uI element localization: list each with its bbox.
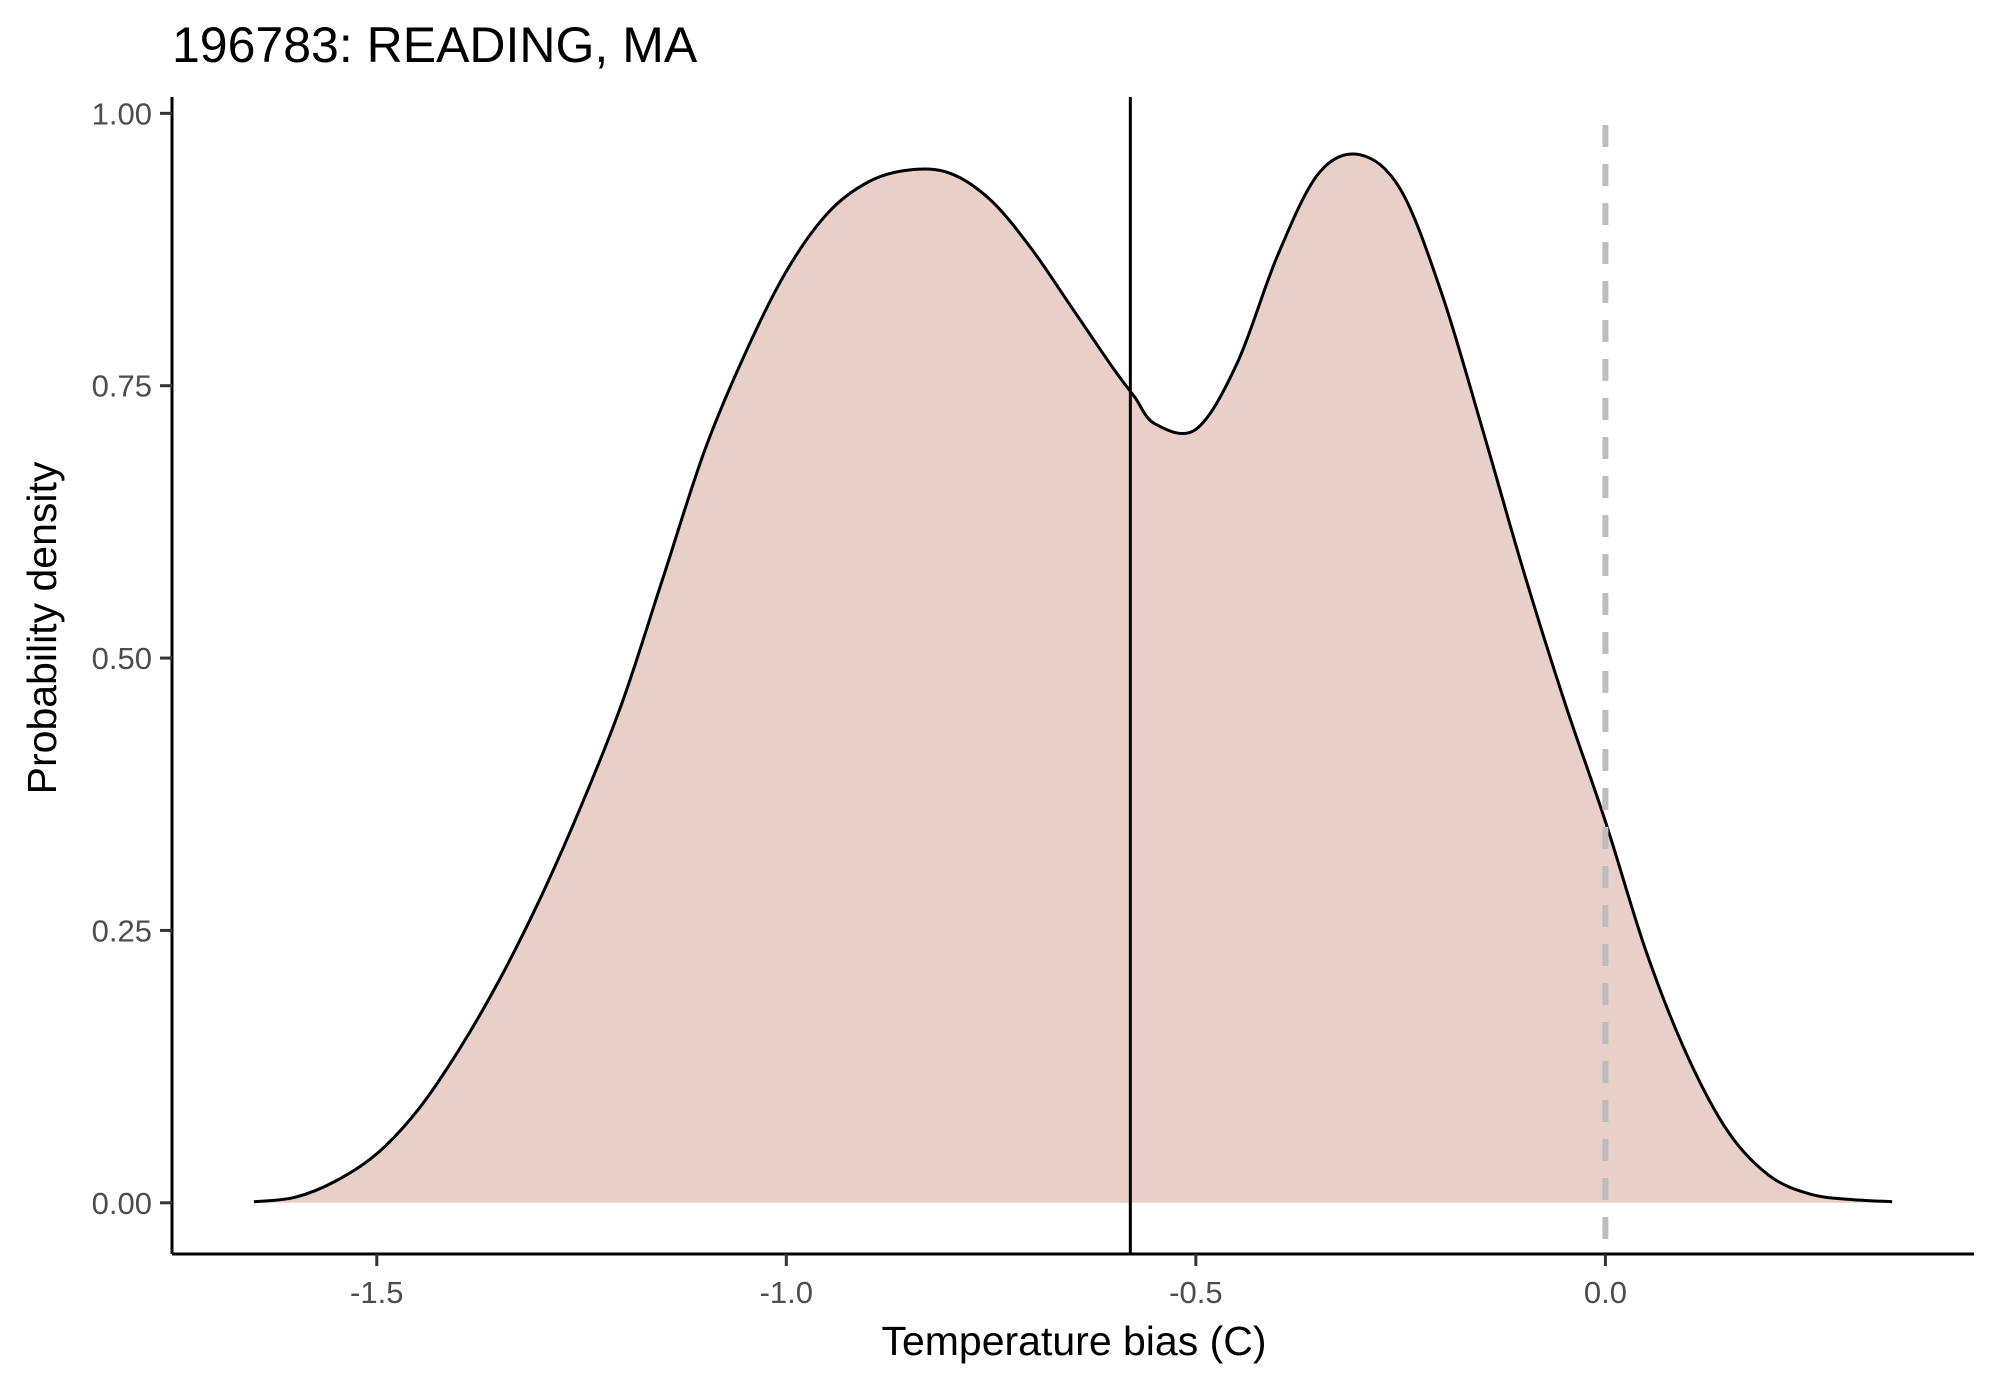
x-axis-label: Temperature bias (C) [881,1318,1266,1364]
x-tick-label: 0.0 [1584,1275,1627,1310]
y-tick-label: 0.00 [92,1186,152,1221]
y-axis-ticks: 0.00 0.25 0.50 0.75 1.00 [92,96,172,1221]
axes [170,97,1974,1256]
y-tick-label: 0.75 [92,369,152,404]
chart-title: 196783: READING, MA [172,17,698,73]
x-tick-label: -1.5 [350,1275,403,1310]
x-tick-label: -1.0 [760,1275,813,1310]
y-tick-label: 0.25 [92,913,152,948]
x-axis-ticks: -1.5 -1.0 -0.5 0.0 [350,1254,1627,1310]
plot-area [253,97,1893,1254]
y-tick-label: 1.00 [92,96,152,131]
y-tick-label: 0.50 [92,641,152,676]
y-axis-label: Probability density [19,461,65,794]
density-curve [253,152,1893,1204]
density-fill-area [253,153,1893,1203]
x-tick-label: -0.5 [1169,1275,1222,1310]
